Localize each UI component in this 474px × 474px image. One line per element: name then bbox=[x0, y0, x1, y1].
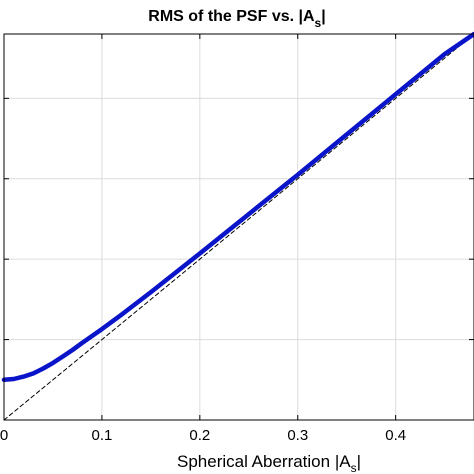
series-layer bbox=[1, 31, 474, 421]
series-line bbox=[1, 31, 474, 383]
x-axis-label: Spherical Aberration |As| bbox=[177, 452, 361, 474]
x-tick-label: 0 bbox=[0, 427, 8, 444]
x-tick-label: 0.4 bbox=[385, 427, 406, 444]
x-tick-label: 0.2 bbox=[189, 427, 210, 444]
ticks: 0 0.1 0.2 0.3 0.4 bbox=[0, 34, 474, 444]
x-tick-label: 0.1 bbox=[91, 427, 112, 444]
x-tick-label: 0.3 bbox=[287, 427, 308, 444]
reference-line bbox=[3, 33, 474, 421]
plot-frame bbox=[3, 33, 474, 421]
chart-title: RMS of the PSF vs. |As| bbox=[148, 8, 325, 30]
